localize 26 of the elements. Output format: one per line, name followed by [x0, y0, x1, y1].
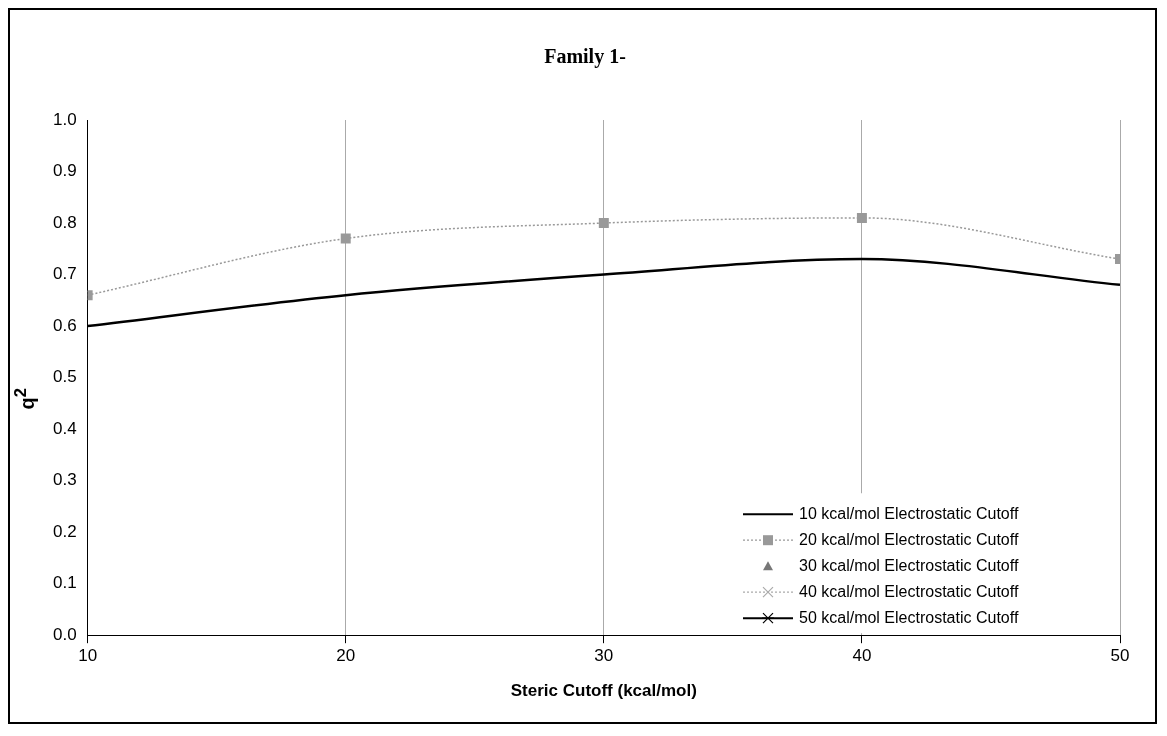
x-tick-label: 20 [336, 646, 356, 666]
y-tick-label: 1.0 [52, 109, 77, 129]
y-tick-label: 0.1 [52, 573, 77, 593]
x-tick-label: 30 [594, 646, 614, 666]
legend-label: 20 kcal/mol Electrostatic Cutoff [799, 530, 1019, 548]
y-tick-label: 0.9 [52, 161, 77, 181]
chart-title: Family 1- [544, 45, 626, 69]
y-tick-label: 0.5 [52, 367, 77, 387]
legend-label: 40 kcal/mol Electrostatic Cutoff [799, 582, 1019, 600]
legend-label: 10 kcal/mol Electrostatic Cutoff [799, 504, 1019, 522]
y-tick-label: 0.2 [52, 521, 77, 541]
legend-label: 30 kcal/mol Electrostatic Cutoff [799, 556, 1019, 574]
point [340, 233, 351, 244]
x-tick-label: 10 [78, 646, 98, 666]
point [856, 212, 867, 223]
point [598, 218, 609, 229]
y-tick-label: 0.8 [52, 212, 77, 232]
y-tick-label: 0.0 [52, 624, 77, 644]
x-tick-label: 50 [1110, 646, 1130, 666]
x-axis-title: Steric Cutoff (kcal/mol) [510, 681, 697, 701]
y-tick-label: 0.4 [52, 418, 77, 438]
x-tick-label: 40 [852, 646, 872, 666]
y-tick-label: 0.3 [52, 470, 77, 490]
y-tick-label: 0.7 [52, 264, 77, 284]
legend-label: 50 kcal/mol Electrostatic Cutoff [799, 608, 1019, 626]
y-tick-label: 0.6 [52, 315, 77, 335]
